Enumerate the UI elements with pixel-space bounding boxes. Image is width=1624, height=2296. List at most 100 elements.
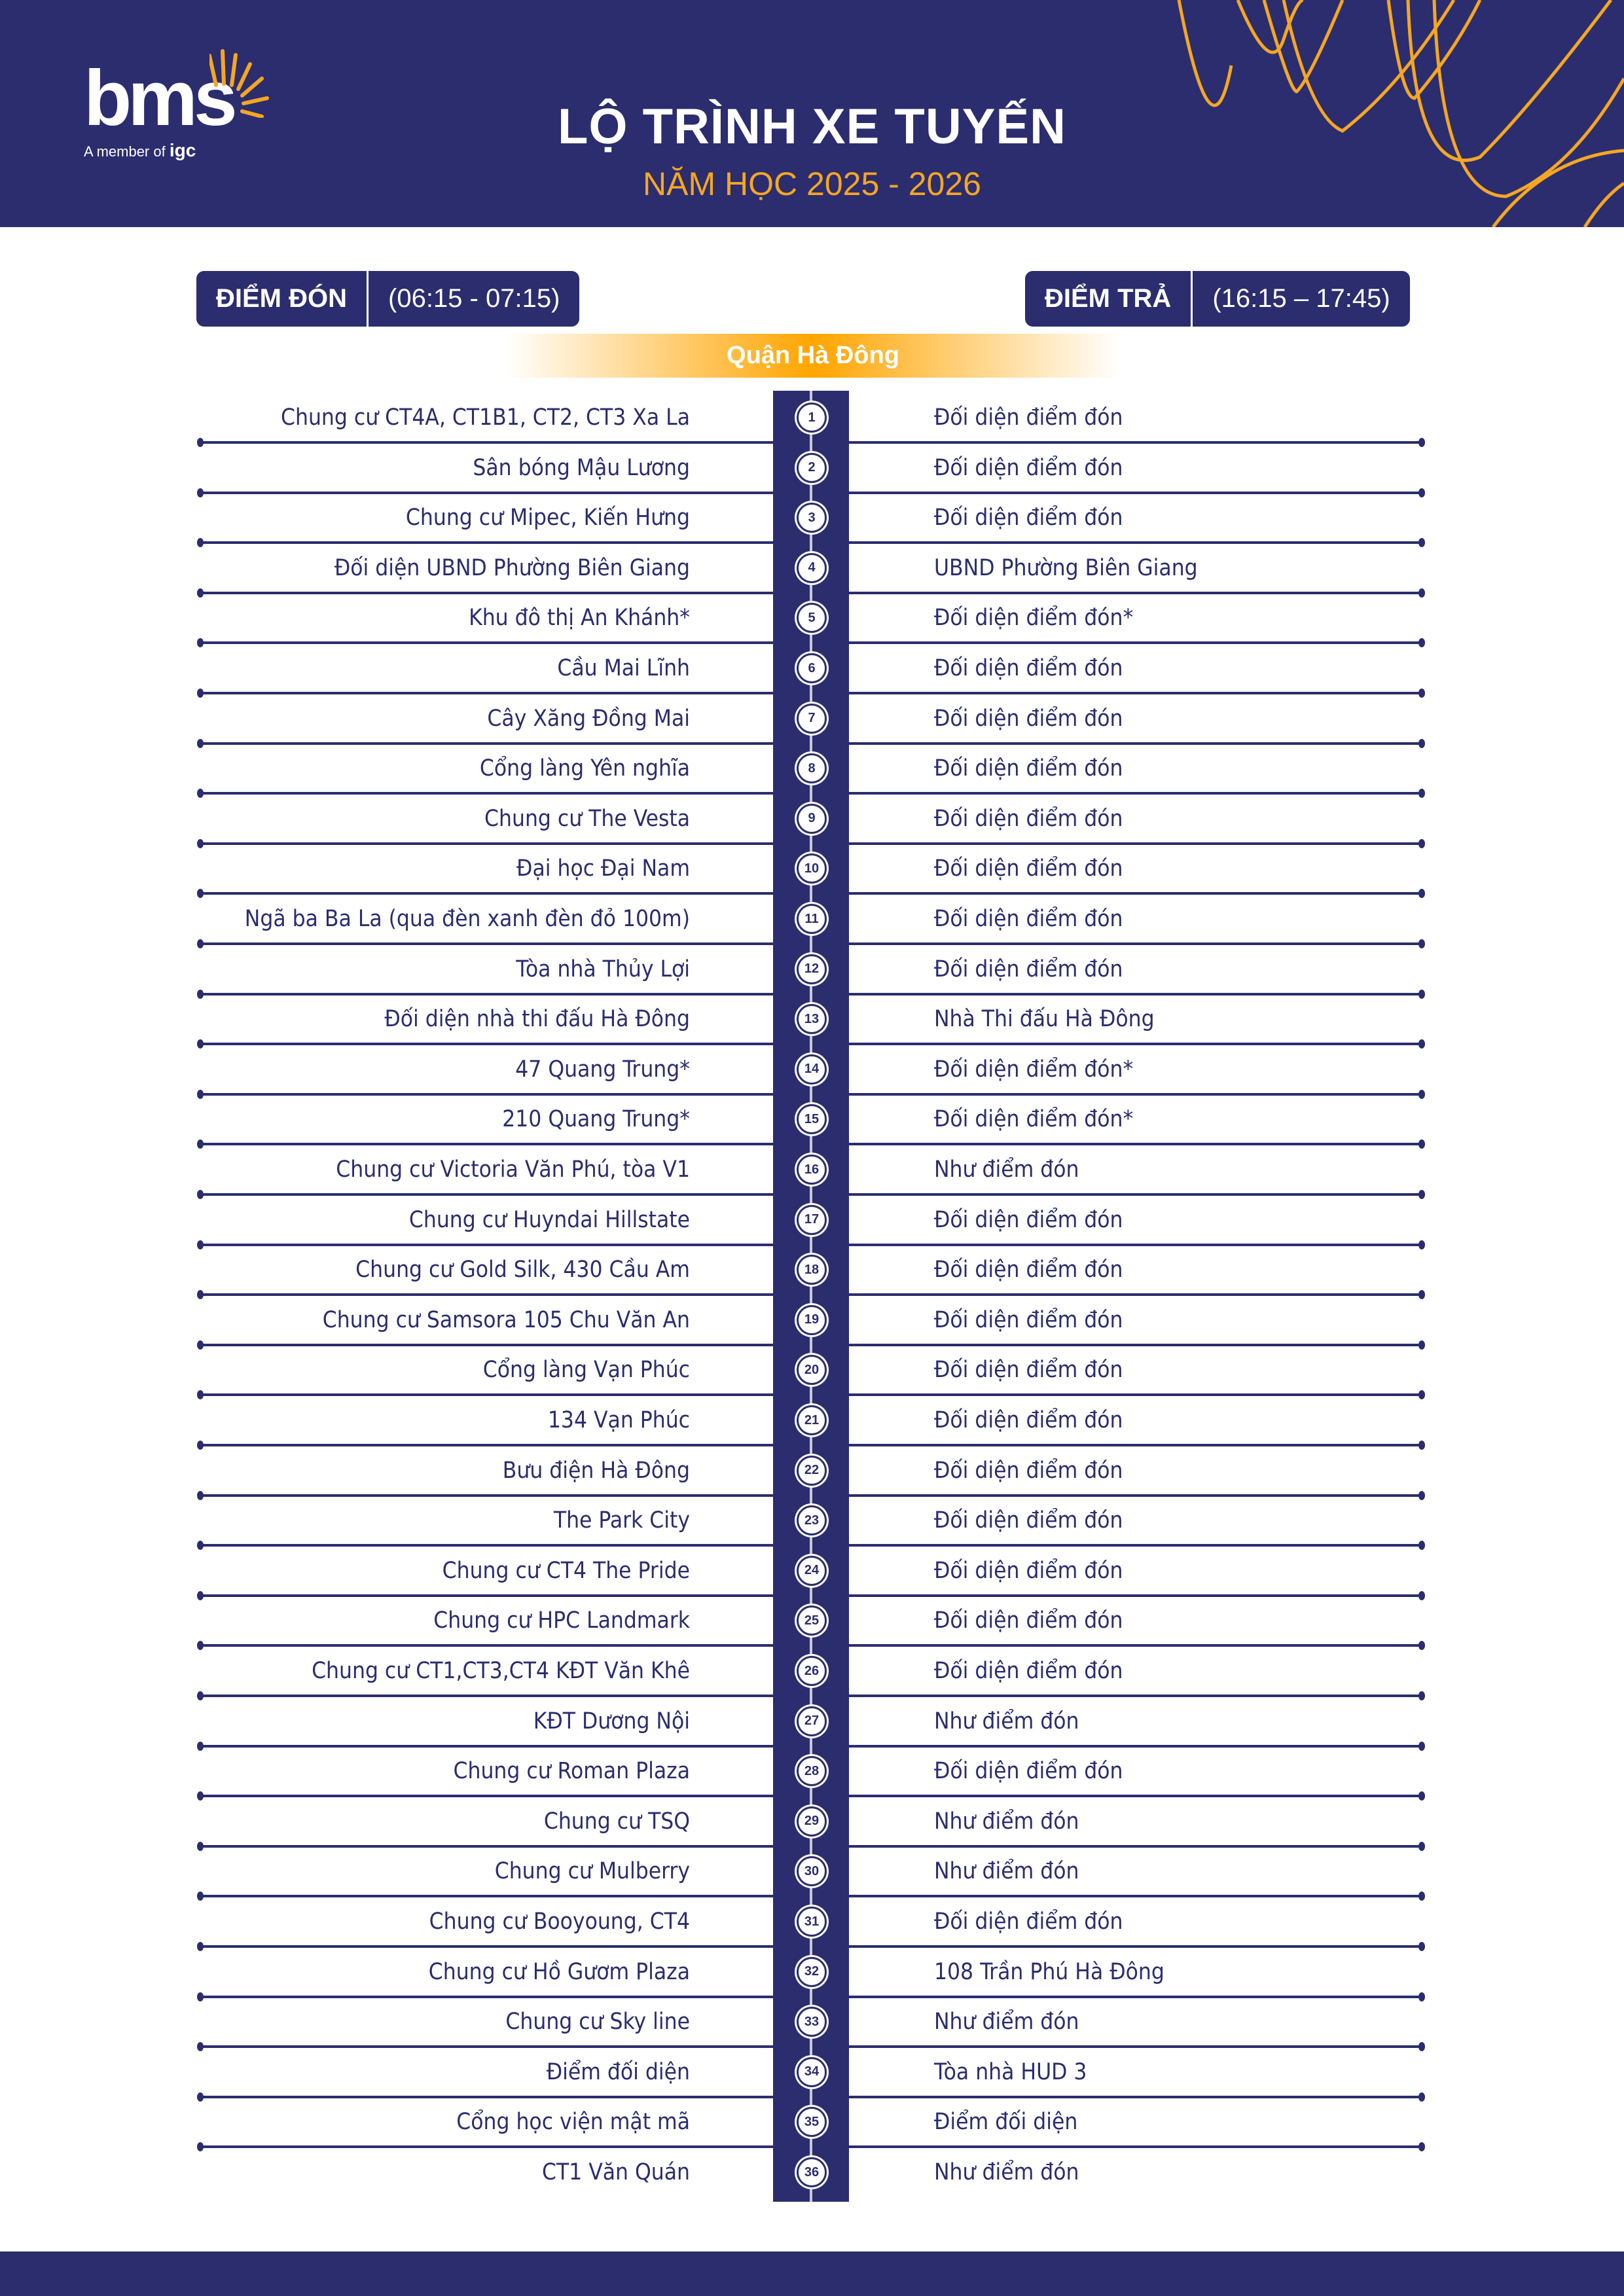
row-divider-left	[197, 689, 773, 698]
row-divider-left	[197, 1039, 773, 1049]
row-divider-right	[849, 1691, 1425, 1700]
dropoff-location: Như điểm đón	[934, 1858, 1079, 1885]
dropoff-label: ĐIỂM TRẢ	[1025, 271, 1193, 327]
pickup-location: 134 Vạn Phúc	[547, 1407, 690, 1433]
pickup-location: Cổng làng Vạn Phúc	[482, 1357, 690, 1384]
pickup-location: Chung cư CT1,CT3,CT4 KĐT Văn Khê	[312, 1658, 690, 1684]
row-divider-right	[849, 1039, 1425, 1049]
row-divider-left	[197, 1290, 773, 1300]
pickup-location: 210 Quang Trung*	[502, 1106, 690, 1133]
pickup-location: Chung cư The Vesta	[484, 805, 690, 832]
dropoff-location: Đối diện điểm đón	[934, 1357, 1123, 1384]
dropoff-location: Đối diện điểm đón	[934, 655, 1123, 681]
row-divider-right	[849, 1089, 1425, 1099]
stop-row: Chung cư CT1,CT3,CT4 KĐT Văn Khê 26 Đối di…	[0, 1646, 1624, 1696]
stop-row: Chung cư Gold Silk, 430 Cầu Am 18 Đối diện…	[0, 1245, 1624, 1295]
stop-number: 8	[797, 753, 827, 784]
row-divider-right	[849, 1240, 1425, 1249]
pickup-location: Chung cư CT4 The Pride	[442, 1557, 690, 1584]
dropoff-location: Đối diện điểm đón*	[934, 605, 1134, 632]
pickup-location: Chung cư Victoria Văn Phú, tòa V1	[336, 1157, 690, 1183]
pickup-location: Chung cư Sky line	[505, 2009, 690, 2036]
row-divider-left	[197, 1691, 773, 1700]
stop-row: Sân bóng Mậu Lương 2 Đối diện điểm đón	[0, 443, 1624, 493]
stop-number: 27	[797, 1706, 827, 1736]
stop-row: Cây Xăng Đồng Mai 7 Đối diện điểm đón	[0, 694, 1624, 744]
row-divider-right	[849, 1190, 1425, 1199]
row-divider-left	[197, 1490, 773, 1500]
dropoff-location: Đối diện điểm đón	[934, 1658, 1123, 1684]
page-subtitle: NĂM HỌC 2025 - 2026	[643, 166, 981, 202]
pickup-location: Tòa nhà Thủy Lợi	[516, 956, 690, 982]
district-banner: Quận Hà Đông	[505, 334, 1121, 378]
row-divider-left	[197, 1590, 773, 1600]
row-divider-right	[849, 2042, 1425, 2052]
row-divider-left	[197, 2042, 773, 2052]
row-divider-left	[197, 1892, 773, 1901]
stop-row: Cổng làng Yên nghĩa 8 Đối diện điểm đón	[0, 744, 1624, 793]
stop-number: 30	[797, 1856, 827, 1887]
stop-row: Điểm đối diện 34 Tòa nhà HUD 3	[0, 2047, 1624, 2097]
stop-row: Chung cư Booyoung, CT4 31 Đối diện điểm đó…	[0, 1897, 1624, 1946]
pickup-location: Điểm đối diện	[546, 2058, 690, 2085]
dropoff-location: Như điểm đón	[934, 2159, 1079, 2185]
row-divider-left	[197, 588, 773, 598]
pickup-location: Chung cư CT4A, CT1B1, CT2, CT3 Xa La	[281, 404, 690, 431]
stop-number: 12	[797, 954, 827, 984]
pickup-location: Chung cư Gold Silk, 430 Cầu Am	[355, 1257, 690, 1283]
row-divider-left	[197, 1841, 773, 1851]
pickup-location: Ngã ba Ba La (qua đèn xanh đèn đỏ 100m)	[244, 906, 690, 932]
header: bms A member of igc LỘ TRÌNH XE TUYẾN NĂ…	[0, 0, 1624, 227]
row-divider-right	[849, 538, 1425, 548]
row-divider-left	[197, 1240, 773, 1249]
stop-row: Chung cư CT4A, CT1B1, CT2, CT3 Xa La 1 Đối…	[0, 393, 1624, 442]
pickup-label: ĐIỂM ĐÓN	[196, 271, 369, 327]
stop-number: 17	[797, 1204, 827, 1235]
stop-number: 28	[797, 1756, 827, 1787]
stop-row: Chung cư Mulberry 30 Như điểm đón	[0, 1846, 1624, 1896]
dropoff-location: Đối diện điểm đón*	[934, 1056, 1134, 1083]
dropoff-location: UBND Phường Biên Giang	[934, 554, 1198, 581]
stop-row: Cổng làng Vạn Phúc 20 Đối diện điểm đón	[0, 1345, 1624, 1395]
route-spine	[773, 391, 849, 2202]
row-divider-right	[849, 1490, 1425, 1500]
stop-row: Chung cư HPC Landmark 25 Đối diện điểm đón	[0, 1596, 1624, 1645]
stop-row: 134 Vạn Phúc 21 Đối diện điểm đón	[0, 1395, 1624, 1445]
dropoff-location: Đối diện điểm đón	[934, 1206, 1123, 1233]
dropoff-location: 108 Trần Phú Hà Đông	[934, 1958, 1164, 1985]
dropoff-location: Đối diện điểm đón	[934, 705, 1123, 732]
stop-row: CT1 Văn Quán 36 Như điểm đón	[0, 2147, 1624, 2197]
stop-number: 23	[797, 1505, 827, 1536]
stop-number: 31	[797, 1907, 827, 1937]
row-divider-left	[197, 1942, 773, 1951]
pickup-location: 47 Quang Trung*	[515, 1056, 690, 1083]
pickup-location: Khu đô thị An Khánh*	[469, 605, 690, 632]
row-divider-right	[849, 1841, 1425, 1851]
pickup-location: Chung cư Huyndai Hillstate	[408, 1206, 690, 1233]
stop-row: Ngã ba Ba La (qua đèn xanh đèn đỏ 100m) 1…	[0, 894, 1624, 944]
dropoff-location: Như điểm đón	[934, 1808, 1079, 1835]
row-divider-left	[197, 438, 773, 447]
dropoff-location: Đối diện điểm đón	[934, 1758, 1123, 1785]
footer-bar	[0, 2251, 1624, 2296]
row-divider-left	[197, 1441, 773, 1450]
pickup-location: Sân bóng Mậu Lương	[473, 454, 690, 481]
stop-row: Chung cư Victoria Văn Phú, tòa V1 16 Như đ…	[0, 1145, 1624, 1194]
stop-row: Chung cư TSQ 29 Như điểm đón	[0, 1797, 1624, 1846]
pickup-location: Cổng làng Yên nghĩa	[479, 755, 690, 782]
row-divider-left	[197, 488, 773, 497]
row-divider-right	[849, 838, 1425, 848]
stop-row: The Park City 23 Đối diện điểm đón	[0, 1496, 1624, 1545]
stop-row: Khu đô thị An Khánh* 5 Đối diện điểm đón*	[0, 593, 1624, 643]
row-divider-left	[197, 939, 773, 948]
row-divider-left	[197, 638, 773, 648]
dropoff-location: Đối diện điểm đón	[934, 1507, 1123, 1534]
dropoff-location: Đối diện điểm đón	[934, 906, 1123, 932]
wave-decoration	[1177, 0, 1624, 227]
stop-number: 34	[797, 2056, 827, 2087]
stop-number: 15	[797, 1104, 827, 1135]
row-divider-right	[849, 1590, 1425, 1600]
dropoff-location: Đối diện điểm đón*	[934, 1106, 1134, 1133]
stop-row: Chung cư Hồ Gươm Plaza 32 108 Trần Phú Hà …	[0, 1947, 1624, 1997]
stop-row: Đại học Đại Nam 10 Đối diện điểm đón	[0, 844, 1624, 893]
